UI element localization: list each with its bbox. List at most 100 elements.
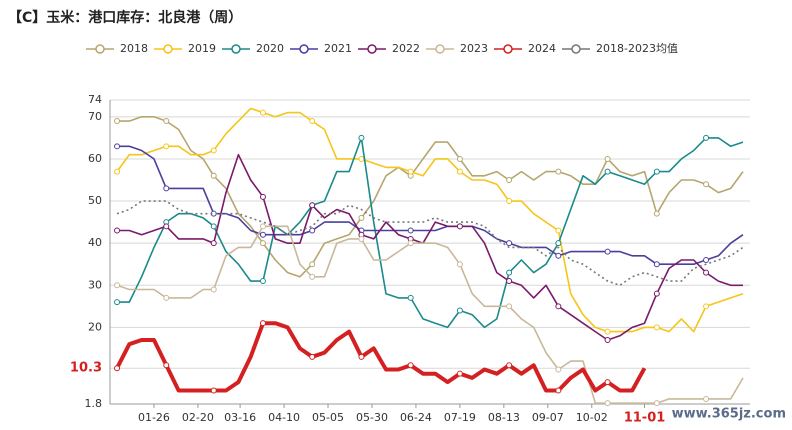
legend-label: 2018-2023均值 [596,42,678,55]
point-marker [555,168,562,175]
x-tick-label: 04-10 [268,411,300,424]
legend-label: 2024 [528,42,556,55]
point-marker [114,282,121,289]
point-marker [210,286,217,293]
point-marker [506,303,513,310]
point-marker [407,240,414,247]
series [114,143,744,268]
point-marker [114,227,121,234]
point-marker [653,168,660,175]
legend-marker [571,44,581,54]
series-line [117,116,744,278]
point-marker [703,395,710,402]
point-marker [604,328,611,335]
legend-marker [299,44,309,54]
legend-item: 2018 [86,42,148,55]
point-marker [358,353,365,360]
point-marker [604,168,611,175]
legend-label: 2021 [324,42,352,55]
y-tick-label: 10.3 [70,361,102,376]
point-marker [555,303,562,310]
legend-item: 2019 [154,42,216,55]
point-marker [555,252,562,259]
point-marker [309,273,316,280]
series-line [117,153,743,341]
x-tick-label: 01-26 [138,411,170,424]
y-tick-label: 60 [88,152,102,165]
point-marker [456,223,463,230]
point-marker [703,257,710,263]
x-tick-label: 03-16 [224,411,256,424]
y-tick-label: 50 [88,194,102,207]
point-marker [309,261,316,268]
x-tick-label: 10-02 [576,411,608,424]
series [114,320,647,394]
point-marker [309,118,316,125]
point-marker [114,365,121,372]
point-marker [506,278,513,285]
point-marker [506,362,513,369]
point-marker [506,240,513,247]
y-tick-label: 74 [88,93,102,106]
point-marker [358,214,365,221]
legend-marker [163,44,173,54]
series [114,223,744,407]
point-marker [703,181,710,188]
point-marker [604,379,611,386]
series-line [117,145,744,265]
point-marker [114,299,121,306]
point-marker [407,227,414,234]
point-marker [210,147,217,154]
point-marker [259,231,266,238]
series-line [117,137,744,329]
legend-marker [231,44,241,54]
point-marker [259,223,266,230]
point-marker [309,227,316,234]
point-marker [259,193,266,200]
y-tick-label: 1.8 [85,397,103,410]
legend-item: 2022 [358,42,420,55]
legend-item: 2024 [494,42,556,55]
point-marker [309,202,316,209]
point-marker [555,366,562,373]
point-marker [506,177,513,183]
point-marker [259,240,266,247]
point-marker [259,278,266,285]
legend-label: 2019 [188,42,216,55]
series-line [116,107,744,333]
point-marker [309,353,316,360]
point-marker [703,303,710,310]
legend-item: 2021 [290,42,352,55]
point-marker [653,210,660,217]
point-marker [407,168,414,175]
legend-label: 2020 [256,42,284,55]
series [116,200,744,287]
series [114,107,744,335]
legend-item: 2020 [222,42,284,55]
legend-marker [95,44,105,54]
point-marker [653,290,660,297]
point-marker [555,387,562,394]
point-marker [358,235,365,242]
point-marker [210,172,217,179]
point-marker [407,362,414,369]
series [114,134,744,329]
point-marker [653,261,660,268]
point-marker [210,223,217,230]
legend-item: 2023 [426,42,488,55]
point-marker [358,155,365,162]
point-marker [407,294,414,301]
point-marker [210,387,217,394]
x-tick-label: 07-19 [444,411,476,424]
point-marker [653,400,660,407]
point-marker [358,134,365,141]
point-marker [210,240,217,247]
point-marker [163,294,170,301]
legend-label: 2018 [120,42,148,55]
point-marker [703,269,710,276]
point-marker [114,118,121,125]
legend-marker [435,44,445,54]
x-tick-label: 08-13 [488,411,520,424]
series [114,116,744,278]
